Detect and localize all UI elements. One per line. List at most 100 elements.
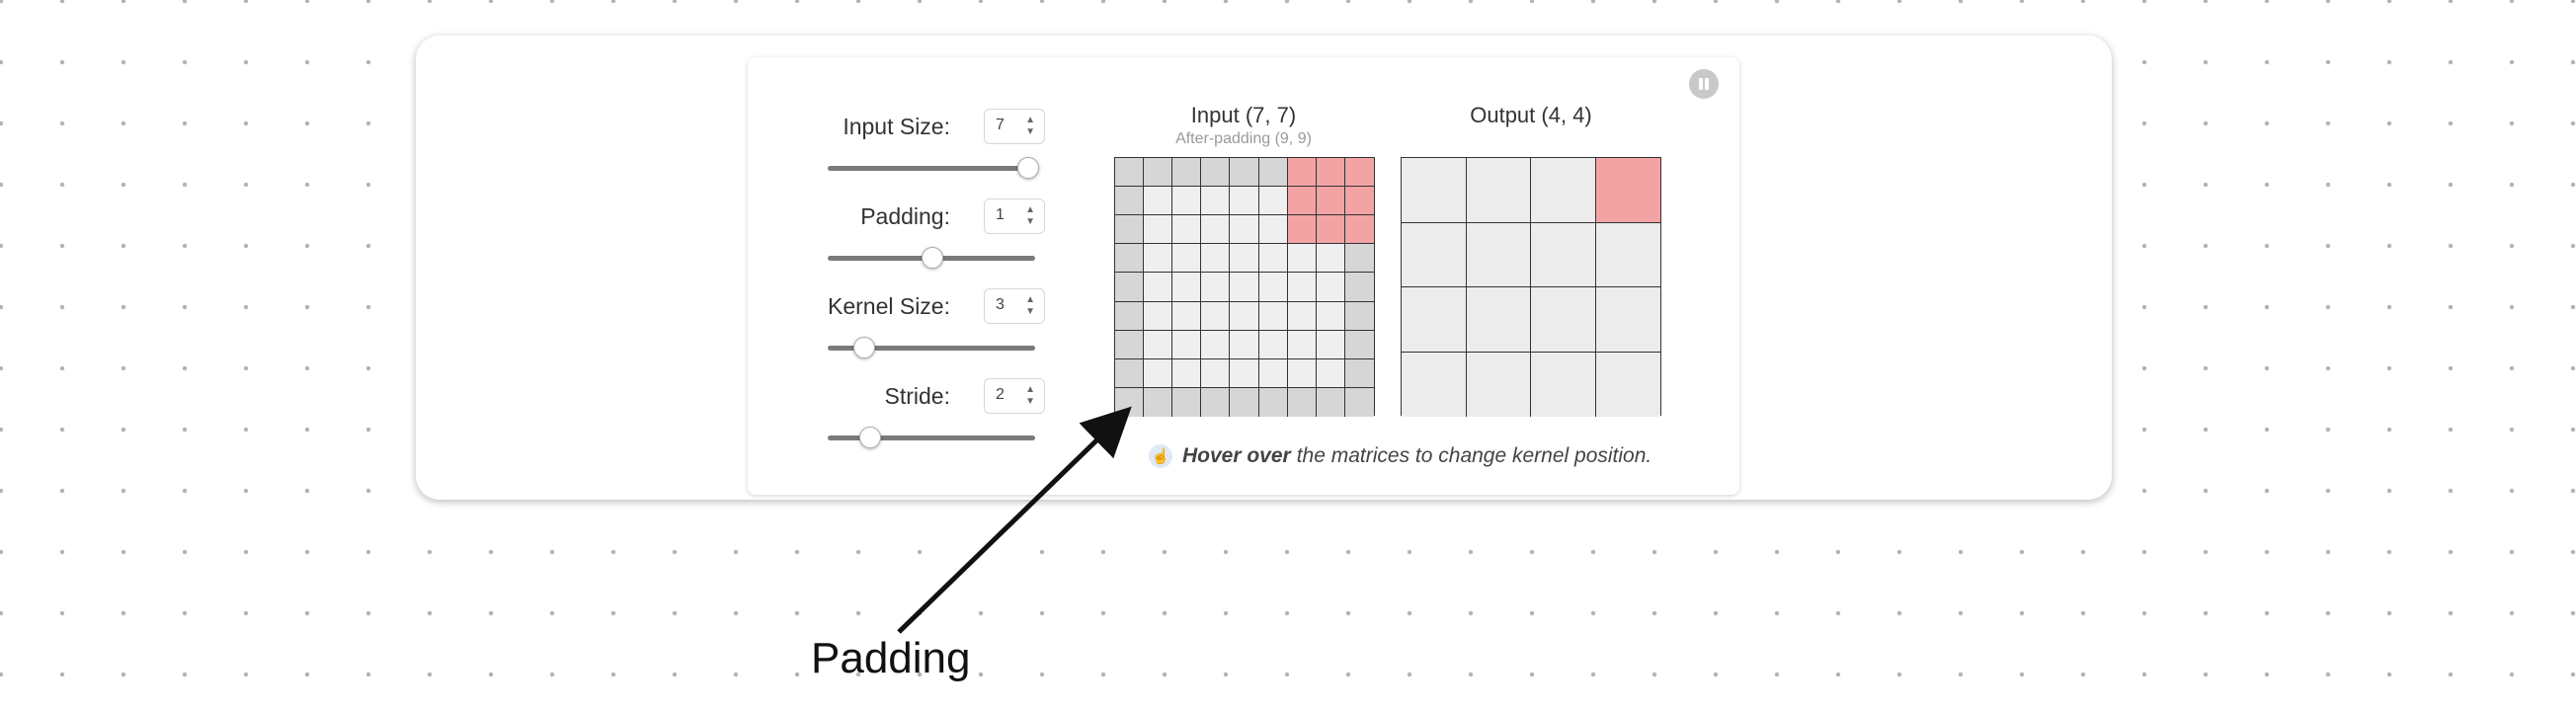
input-cell[interactable]	[1258, 244, 1288, 274]
input-cell[interactable]	[1344, 387, 1374, 417]
stepper-arrows-icon[interactable]: ▲ ▼	[1025, 115, 1035, 137]
input-cell[interactable]	[1201, 158, 1231, 188]
input-cell[interactable]	[1258, 215, 1288, 245]
output-matrix[interactable]	[1401, 157, 1661, 417]
input-cell[interactable]	[1144, 387, 1173, 417]
input-cell[interactable]	[1287, 273, 1317, 302]
stride-slider[interactable]	[828, 436, 1035, 440]
input-cell[interactable]	[1230, 330, 1259, 359]
input-cell[interactable]	[1287, 158, 1317, 188]
padding-stepper[interactable]: 1 ▲ ▼	[984, 198, 1045, 234]
input-cell[interactable]	[1201, 273, 1231, 302]
stride-slider-thumb[interactable]	[859, 427, 881, 448]
input-cell[interactable]	[1316, 273, 1345, 302]
input-size-slider[interactable]	[828, 166, 1035, 171]
output-cell[interactable]	[1531, 352, 1596, 417]
input-cell[interactable]	[1144, 158, 1173, 188]
input-cell[interactable]	[1316, 387, 1345, 417]
output-cell[interactable]	[1402, 222, 1467, 287]
input-cell[interactable]	[1144, 301, 1173, 331]
output-cell[interactable]	[1402, 287, 1467, 353]
input-cell[interactable]	[1230, 158, 1259, 188]
input-cell[interactable]	[1115, 158, 1145, 188]
input-size-stepper[interactable]: 7 ▲ ▼	[984, 109, 1045, 144]
input-cell[interactable]	[1316, 187, 1345, 216]
stepper-arrows-icon[interactable]: ▲ ▼	[1025, 204, 1035, 227]
input-cell[interactable]	[1115, 358, 1145, 388]
input-size-slider-thumb[interactable]	[1016, 157, 1039, 179]
input-cell[interactable]	[1287, 330, 1317, 359]
output-cell[interactable]	[1595, 158, 1660, 223]
input-cell[interactable]	[1201, 330, 1231, 359]
output-cell[interactable]	[1531, 222, 1596, 287]
input-cell[interactable]	[1316, 330, 1345, 359]
input-cell[interactable]	[1258, 301, 1288, 331]
input-cell[interactable]	[1230, 301, 1259, 331]
output-cell[interactable]	[1531, 158, 1596, 223]
output-cell[interactable]	[1466, 222, 1531, 287]
input-cell[interactable]	[1115, 215, 1145, 245]
input-cell[interactable]	[1230, 187, 1259, 216]
output-cell[interactable]	[1595, 222, 1660, 287]
kernel-size-slider[interactable]	[828, 346, 1035, 351]
input-cell[interactable]	[1258, 158, 1288, 188]
input-cell[interactable]	[1115, 330, 1145, 359]
input-cell[interactable]	[1144, 273, 1173, 302]
input-cell[interactable]	[1316, 158, 1345, 188]
input-cell[interactable]	[1316, 244, 1345, 274]
input-cell[interactable]	[1172, 273, 1202, 302]
input-cell[interactable]	[1287, 244, 1317, 274]
kernel-size-slider-thumb[interactable]	[852, 337, 875, 358]
input-cell[interactable]	[1258, 330, 1288, 359]
input-cell[interactable]	[1230, 358, 1259, 388]
input-cell[interactable]	[1344, 330, 1374, 359]
padding-slider-thumb[interactable]	[922, 247, 943, 269]
input-cell[interactable]	[1316, 358, 1345, 388]
input-cell[interactable]	[1258, 273, 1288, 302]
input-cell[interactable]	[1201, 387, 1231, 417]
output-cell[interactable]	[1402, 158, 1467, 223]
input-cell[interactable]	[1172, 244, 1202, 274]
input-cell[interactable]	[1344, 301, 1374, 331]
input-cell[interactable]	[1344, 215, 1374, 245]
input-cell[interactable]	[1172, 330, 1202, 359]
input-cell[interactable]	[1201, 215, 1231, 245]
input-cell[interactable]	[1172, 158, 1202, 188]
input-cell[interactable]	[1230, 244, 1259, 274]
input-cell[interactable]	[1344, 358, 1374, 388]
input-cell[interactable]	[1115, 273, 1145, 302]
input-cell[interactable]	[1344, 158, 1374, 188]
input-cell[interactable]	[1258, 187, 1288, 216]
input-cell[interactable]	[1287, 387, 1317, 417]
kernel-size-stepper[interactable]: 3 ▲ ▼	[984, 288, 1045, 324]
input-cell[interactable]	[1144, 244, 1173, 274]
input-cell[interactable]	[1144, 358, 1173, 388]
input-cell[interactable]	[1344, 187, 1374, 216]
stride-stepper[interactable]: 2 ▲ ▼	[984, 378, 1045, 414]
pause-button[interactable]	[1689, 69, 1719, 99]
input-cell[interactable]	[1201, 301, 1231, 331]
output-cell[interactable]	[1531, 287, 1596, 353]
output-cell[interactable]	[1466, 158, 1531, 223]
input-cell[interactable]	[1287, 187, 1317, 216]
input-cell[interactable]	[1287, 358, 1317, 388]
output-cell[interactable]	[1402, 352, 1467, 417]
input-cell[interactable]	[1172, 358, 1202, 388]
input-cell[interactable]	[1316, 215, 1345, 245]
input-cell[interactable]	[1230, 215, 1259, 245]
input-cell[interactable]	[1115, 301, 1145, 331]
input-cell[interactable]	[1258, 358, 1288, 388]
output-cell[interactable]	[1595, 287, 1660, 353]
input-cell[interactable]	[1172, 387, 1202, 417]
input-cell[interactable]	[1201, 244, 1231, 274]
input-cell[interactable]	[1144, 215, 1173, 245]
input-cell[interactable]	[1172, 301, 1202, 331]
input-cell[interactable]	[1144, 330, 1173, 359]
input-cell[interactable]	[1115, 187, 1145, 216]
input-cell[interactable]	[1201, 187, 1231, 216]
output-cell[interactable]	[1466, 352, 1531, 417]
input-cell[interactable]	[1230, 387, 1259, 417]
input-cell[interactable]	[1287, 301, 1317, 331]
input-cell[interactable]	[1144, 187, 1173, 216]
input-matrix[interactable]	[1114, 157, 1375, 417]
